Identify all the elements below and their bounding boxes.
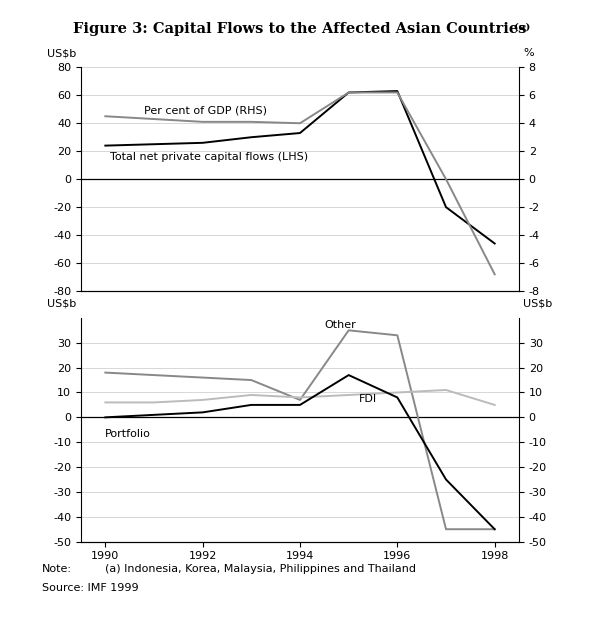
Text: Total net private capital flows (LHS): Total net private capital flows (LHS)	[110, 152, 308, 162]
Text: Portfolio: Portfolio	[106, 429, 151, 439]
Text: Source: IMF 1999: Source: IMF 1999	[42, 583, 139, 594]
Text: Note:: Note:	[42, 564, 72, 574]
Text: US$b: US$b	[523, 299, 553, 309]
Text: US$b: US$b	[47, 48, 77, 58]
Text: (a) Indonesia, Korea, Malaysia, Philippines and Thailand: (a) Indonesia, Korea, Malaysia, Philippi…	[105, 564, 416, 574]
Text: US$b: US$b	[47, 299, 77, 309]
Text: Per cent of GDP (RHS): Per cent of GDP (RHS)	[144, 106, 267, 115]
Text: Figure 3: Capital Flows to the Affected Asian Countries: Figure 3: Capital Flows to the Affected …	[73, 22, 527, 37]
Text: %: %	[523, 48, 534, 58]
Text: (a): (a)	[514, 22, 530, 31]
Text: FDI: FDI	[358, 394, 377, 404]
Text: Other: Other	[325, 320, 356, 330]
